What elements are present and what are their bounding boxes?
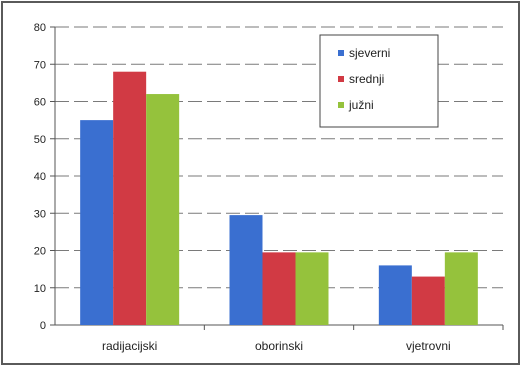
- bar-sjeverni-vjetrovni: [379, 265, 412, 325]
- legend-swatch-južni: [338, 102, 344, 108]
- legend-swatch-srednji: [338, 76, 344, 82]
- y-tick-labels: 0 10 20 30 40 50 60 70 80: [34, 22, 46, 332]
- bar-južni-vjetrovni: [445, 252, 478, 325]
- y-tick-label: 50: [34, 134, 46, 146]
- bar-srednji-oborinski: [263, 252, 296, 325]
- bar-srednji-vjetrovni: [412, 277, 445, 325]
- y-tick-label: 10: [34, 283, 46, 295]
- legend-label-srednji: srednji: [349, 72, 384, 86]
- y-tick-label: 80: [34, 22, 46, 34]
- bar-južni-oborinski: [296, 252, 329, 325]
- y-tick-label: 40: [34, 171, 46, 183]
- bar-sjeverni-oborinski: [230, 215, 263, 325]
- x-tick-label: oborinski: [255, 339, 303, 353]
- legend-swatch-sjeverni: [338, 50, 344, 56]
- legend-label-južni: južni: [348, 98, 374, 112]
- y-tick-label: 30: [34, 208, 46, 220]
- legend: sjeverni srednji južni: [320, 35, 438, 127]
- y-tick-label: 0: [40, 320, 46, 332]
- y-tick-label: 20: [34, 246, 46, 258]
- bar-srednji-radijacijski: [113, 72, 146, 325]
- x-tick-label: radijacijski: [102, 339, 157, 353]
- y-tick-label: 60: [34, 97, 46, 109]
- bar-južni-radijacijski: [146, 94, 179, 325]
- y-tick-label: 70: [34, 59, 46, 71]
- x-tick-label: vjetrovni: [406, 339, 451, 353]
- bar-sjeverni-radijacijski: [80, 120, 113, 325]
- legend-label-sjeverni: sjeverni: [349, 46, 390, 60]
